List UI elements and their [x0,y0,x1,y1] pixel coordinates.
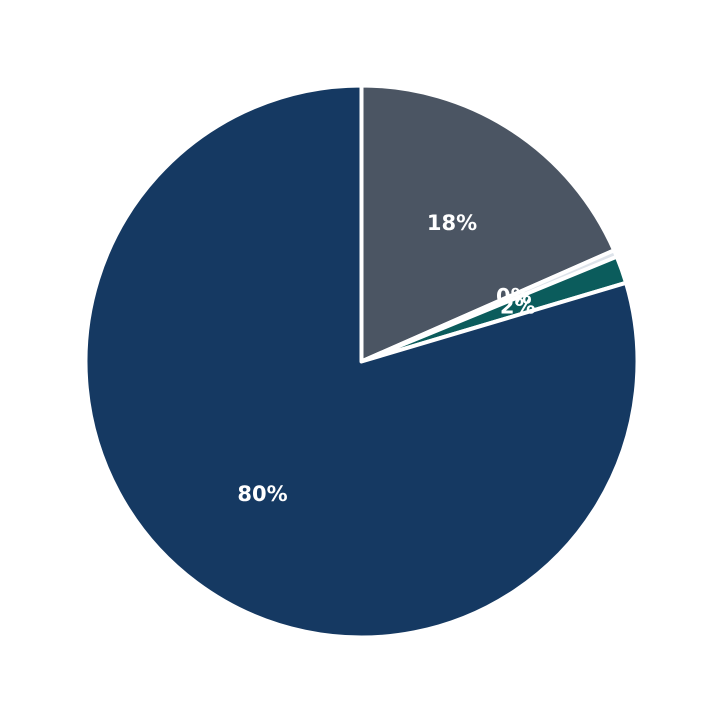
pie-labels: 18% 0%2% 80% [237,211,535,506]
pie-slice-0 [359,83,617,364]
pie-slice-label-1: 0% [496,285,532,309]
pie-slice-label-2: 2% [500,294,536,318]
pie-slice-label-0: 18% [427,211,477,235]
pie-slice-3 [83,83,640,640]
pie-slice-label-3: 80% [237,482,287,506]
pie-slices [83,83,640,640]
